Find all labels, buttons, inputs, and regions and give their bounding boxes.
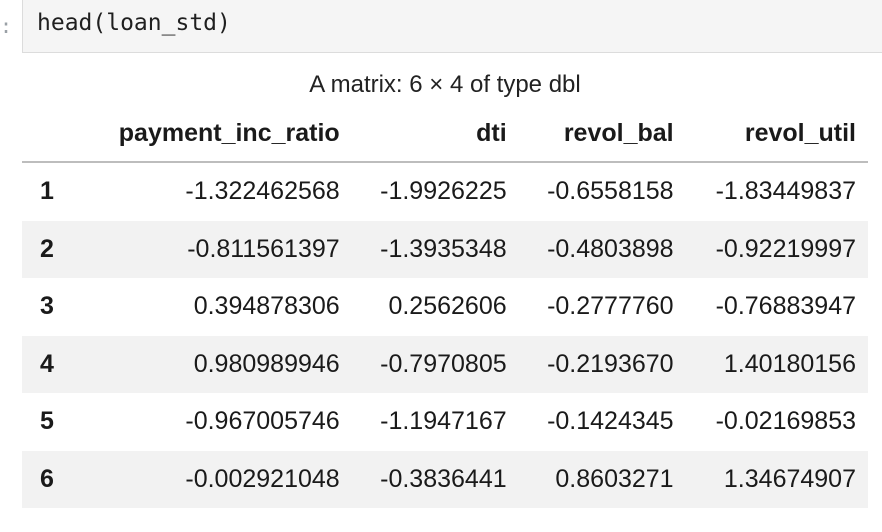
table-cell: -0.002921048 xyxy=(80,450,352,508)
table-row: 5 -0.967005746 -1.1947167 -0.1424345 -0.… xyxy=(22,393,868,451)
column-header: dti xyxy=(351,105,519,163)
table-cell: -0.1424345 xyxy=(547,407,674,436)
table-cell: -0.3836441 xyxy=(351,450,519,508)
code-cell[interactable]: head(loan_std) xyxy=(22,0,882,53)
table-cell: -0.92219997 xyxy=(685,220,868,278)
row-name: 3 xyxy=(40,292,54,321)
code-input[interactable]: head(loan_std) xyxy=(37,10,231,36)
table-row: 6 -0.002921048 -0.3836441 0.8603271 1.34… xyxy=(22,450,868,508)
table-row: 4 0.980989946 -0.7970805 -0.2193670 1.40… xyxy=(22,335,868,393)
column-header: revol_bal xyxy=(518,105,686,163)
table-row: 3 0.394878306 0.2562606 -0.2777760 -0.76… xyxy=(22,278,868,336)
table-cell: -0.811561397 xyxy=(80,220,352,278)
table-cell: -0.76883947 xyxy=(715,292,856,321)
row-name: 1 xyxy=(40,177,54,206)
table-cell: -0.967005746 xyxy=(185,407,340,436)
row-name: 5 xyxy=(40,407,54,436)
table-cell: -1.322462568 xyxy=(185,177,340,206)
row-name: 2 xyxy=(22,220,80,278)
table-row: 1 -1.322462568 -1.9926225 -0.6558158 -1.… xyxy=(22,162,868,221)
table-cell: 0.2562606 xyxy=(388,292,507,321)
table-cell: -1.3935348 xyxy=(351,220,519,278)
table-cell: 1.40180156 xyxy=(685,335,868,393)
table-cell: 0.8603271 xyxy=(518,450,686,508)
row-name-header xyxy=(22,105,80,163)
table-header-row: payment_inc_ratio dti revol_bal revol_ut… xyxy=(22,105,868,163)
table-cell: 0.394878306 xyxy=(193,292,340,321)
table-cell: -0.2777760 xyxy=(547,292,674,321)
table-cell: -1.1947167 xyxy=(380,407,507,436)
table-cell: -1.9926225 xyxy=(380,177,507,206)
table-cell: -0.7970805 xyxy=(351,335,519,393)
table-cell: -0.4803898 xyxy=(518,220,686,278)
table-cell: -0.6558158 xyxy=(547,177,674,206)
table-row: 2 -0.811561397 -1.3935348 -0.4803898 -0.… xyxy=(22,220,868,278)
table-cell: -0.2193670 xyxy=(518,335,686,393)
column-header: payment_inc_ratio xyxy=(80,105,352,163)
table-cell: 1.34674907 xyxy=(685,450,868,508)
output-matrix-table: payment_inc_ratio dti revol_bal revol_ut… xyxy=(22,105,868,508)
matrix-caption: A matrix: 6 × 4 of type dbl xyxy=(309,71,581,98)
row-name: 4 xyxy=(22,335,80,393)
table-cell: -0.02169853 xyxy=(715,407,856,436)
cell-prompt-marker: : xyxy=(0,14,13,38)
table-cell: 0.980989946 xyxy=(80,335,352,393)
column-header: revol_util xyxy=(685,105,868,163)
row-name: 6 xyxy=(22,450,80,508)
table-cell: -1.83449837 xyxy=(715,177,856,206)
